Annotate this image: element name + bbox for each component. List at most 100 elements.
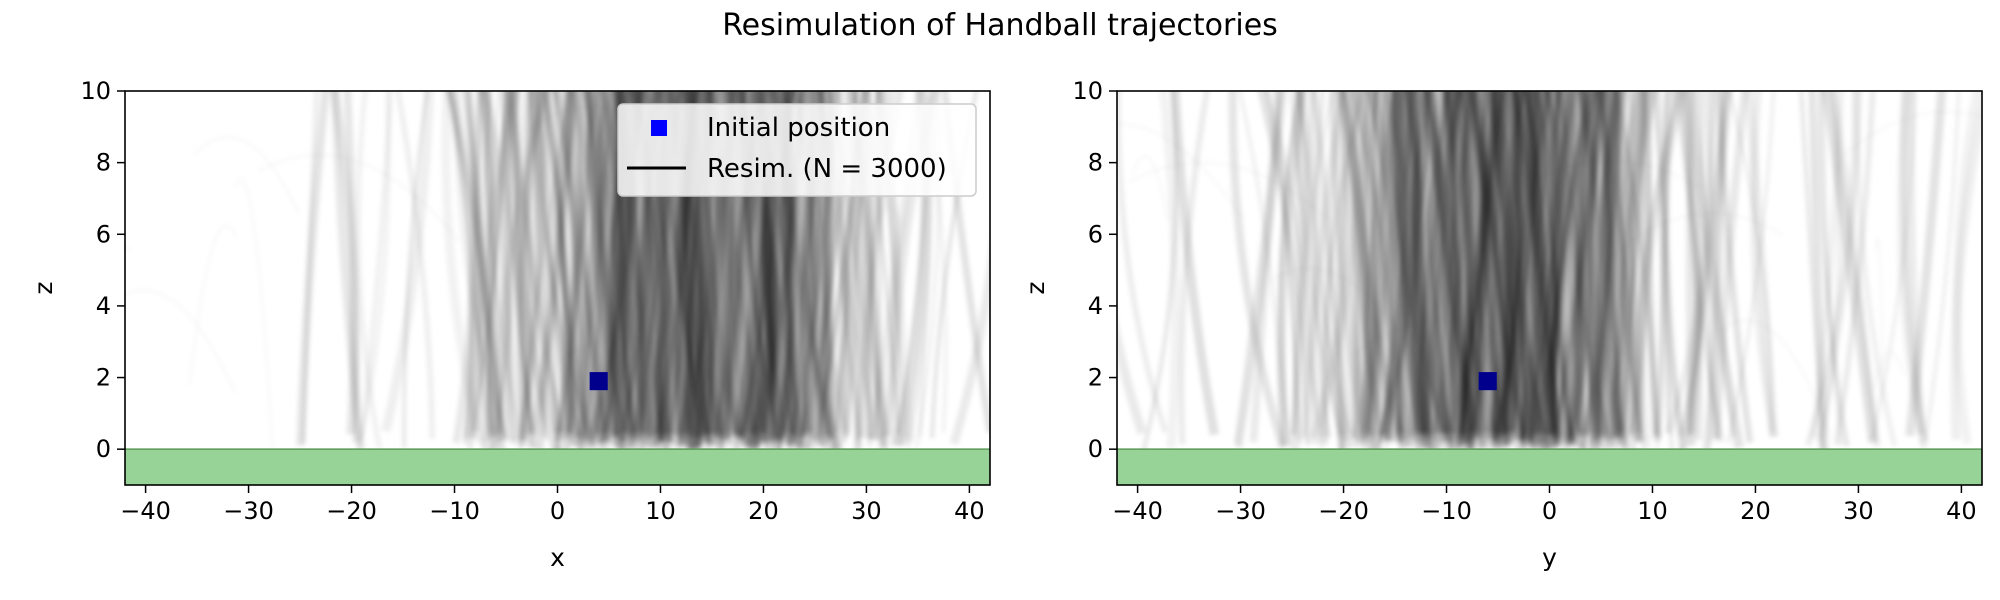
trajectory-line (1364, 91, 1390, 435)
x-axis-ticks: −40 −30 −20 −10 0 10 20 30 40 (120, 485, 985, 525)
trajectory-line (1527, 91, 1581, 445)
trajectory-line (576, 91, 623, 443)
y-axis-label: z (1021, 281, 1050, 294)
legend-box (617, 103, 977, 197)
trajectory-line (1833, 91, 1876, 446)
y-tick-label: 8 (96, 149, 111, 177)
x-axis-ticks: −40 −30 −20 −10 0 10 20 30 40 (1112, 485, 1977, 525)
trajectory-line (1233, 91, 1283, 445)
trajectory-line (1449, 91, 1471, 442)
x-tick-label: 40 (954, 497, 985, 525)
trajectory-line (1322, 91, 1345, 445)
trajectory-line (1900, 91, 1926, 436)
y-tick-label: 8 (1088, 149, 1103, 177)
x-tick-label: −20 (1318, 497, 1369, 525)
trajectory-line (402, 91, 429, 449)
trajectory-line (1228, 91, 1287, 449)
trajectory-line (1288, 91, 1324, 450)
trajectory-line (1469, 91, 1521, 436)
ground-band (125, 448, 990, 485)
trajectory-line (1660, 91, 1687, 452)
trajectory-line (1004, 80, 1051, 447)
trajectory-line (1158, 91, 1181, 449)
ground-band (1117, 448, 1982, 485)
trajectory-line (1443, 91, 1499, 451)
trajectory-line (1817, 91, 1850, 447)
trajectory-line (1577, 91, 1611, 451)
x-tick-label: −30 (1215, 497, 1266, 525)
trajectory-line (1365, 91, 1403, 443)
initial-position-marker-shade (589, 372, 608, 391)
trajectory-line (1715, 91, 1754, 443)
trajectory-line (356, 91, 394, 453)
trajectory-line (1133, 156, 1168, 221)
y-tick-label: 0 (1088, 435, 1103, 463)
trajectory-line (472, 91, 497, 438)
trajectory-line (1540, 91, 1562, 450)
x-tick-label: 10 (645, 497, 676, 525)
y-axis-label: z (29, 281, 58, 294)
trajectory-line (492, 91, 532, 438)
legend: Initial position Resim. (N = 3000) (617, 103, 977, 197)
trajectory-line (381, 91, 435, 433)
trajectory-line (508, 91, 561, 453)
x-tick-label: −30 (223, 497, 274, 525)
trajectory-line (479, 91, 504, 435)
trajectory-line (1665, 91, 1716, 435)
trajectory-line (1170, 91, 1219, 436)
x-tick-label: −40 (120, 497, 171, 525)
chart-panel-xz: −40 −30 −20 −10 0 10 20 30 40 0 2 4 6 8 10 x z Initia… (0, 77, 1051, 572)
trajectory-line (1496, 91, 1552, 438)
trajectory-line (525, 91, 554, 434)
trajectory-line (1632, 91, 1689, 442)
x-tick-label: −10 (1421, 497, 1472, 525)
trajectory-line (1263, 91, 1310, 446)
trajectory-line (395, 91, 435, 439)
trajectory-line (1178, 91, 1210, 445)
legend-marker-square (651, 120, 667, 136)
trajectory-line (1587, 91, 1599, 445)
x-tick-label: 40 (1946, 497, 1977, 525)
x-tick-label: 0 (1542, 497, 1557, 525)
trajectory-line (576, 91, 614, 447)
trajectory-line (1808, 91, 1829, 452)
trajectory-line (583, 91, 611, 442)
x-tick-label: −40 (1112, 497, 1163, 525)
trajectory-line (1348, 91, 1363, 450)
trajectory-line (0, 241, 132, 415)
trajectory-line (1236, 91, 1287, 448)
trajectory-line (1395, 91, 1426, 451)
initial-position-marker-shade (1478, 372, 1497, 391)
trajectory-line (301, 91, 319, 444)
trajectory-line (1238, 91, 1286, 450)
x-axis-label: y (1542, 543, 1557, 572)
chart-panel-yz: −40 −30 −20 −10 0 10 20 30 40 0 2 4 6 8 10 y z (1021, 77, 1983, 572)
trajectory-line (1952, 91, 1982, 445)
ground-area (1117, 449, 1982, 485)
x-tick-label: 0 (550, 497, 565, 525)
x-tick-label: 20 (748, 497, 779, 525)
y-tick-label: 10 (1072, 77, 1103, 105)
trajectory-line (1517, 91, 1558, 451)
trajectory-line (1923, 91, 1961, 441)
y-tick-label: 6 (1088, 220, 1103, 248)
x-tick-label: 20 (1740, 497, 1771, 525)
trajectory-line (1677, 91, 1734, 439)
trajectory-line (1727, 91, 1774, 432)
trajectory-line (330, 91, 359, 435)
x-tick-label: 30 (1843, 497, 1874, 525)
y-tick-label: 4 (1088, 292, 1103, 320)
x-axis-label: x (550, 543, 565, 572)
trajectory-line (1908, 91, 1928, 449)
trajectory-layer (1117, 91, 1982, 454)
trajectory-line (500, 91, 517, 442)
x-tick-label: −10 (429, 497, 480, 525)
trajectory-line (1117, 315, 1147, 435)
trajectory-line (1616, 91, 1640, 451)
x-tick-label: 10 (1637, 497, 1668, 525)
y-axis-ticks: 0 2 4 6 8 10 (80, 77, 125, 463)
trajectory-line (533, 91, 570, 453)
trajectory-line (190, 225, 237, 384)
initial-position-layer (1478, 372, 1497, 391)
